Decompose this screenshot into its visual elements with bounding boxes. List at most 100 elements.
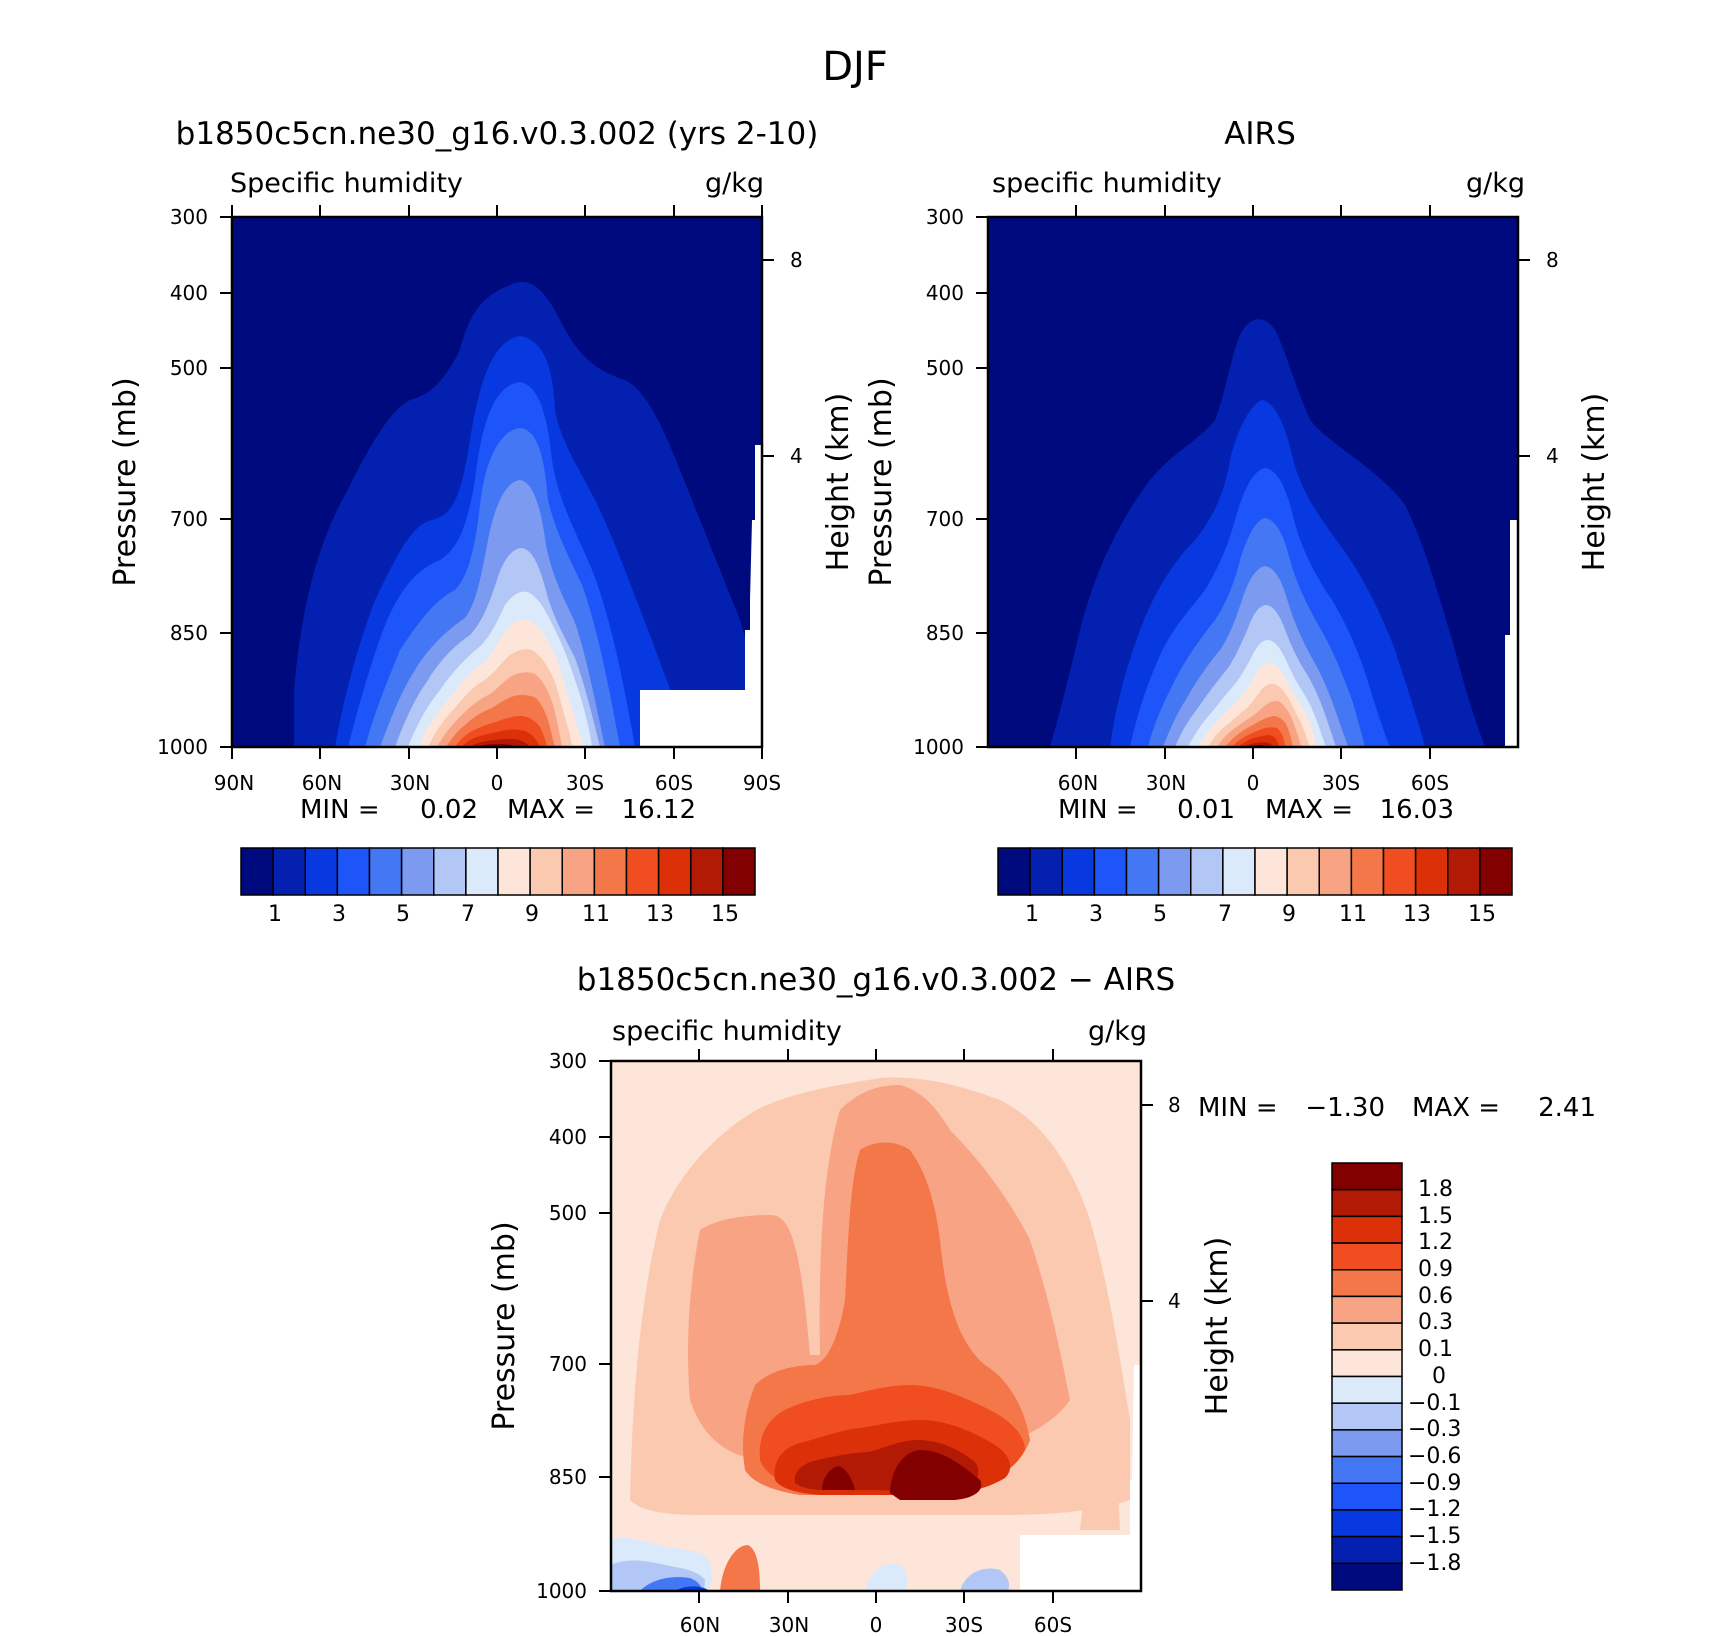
colorbar-swatch bbox=[1331, 1215, 1403, 1244]
panel-obs: AIRS specific humidity g/kg bbox=[864, 116, 1612, 927]
panel-diff-min-label: MIN = bbox=[1198, 1093, 1278, 1123]
panel-model-ytick: 400 bbox=[170, 281, 208, 305]
panel-model-ytick: 300 bbox=[170, 205, 208, 229]
panel-obs-ytick: 700 bbox=[926, 507, 964, 531]
colorbar-swatch bbox=[1331, 1482, 1403, 1511]
panel-model-xtick: 60N bbox=[302, 771, 342, 795]
panel-obs-cbar-label: 1 bbox=[1025, 902, 1039, 927]
panel-obs-max-value: 16.03 bbox=[1380, 795, 1454, 825]
panel-model-xtick: 90S bbox=[743, 771, 781, 795]
panel-model-units: g/kg bbox=[705, 168, 764, 199]
panel-model-max-label: MAX = bbox=[507, 795, 595, 825]
panel-obs-left-label: specific humidity bbox=[992, 168, 1222, 199]
panel-diff: b1850c5cn.ne30_g16.v0.3.002 − AIRS speci… bbox=[487, 962, 1596, 1636]
panel-diff-cbar-label: −0.3 bbox=[1408, 1417, 1461, 1442]
panel-diff-ticks bbox=[599, 1049, 1153, 1603]
colorbar-swatch bbox=[400, 847, 435, 896]
panel-model-colorbar-labels: 1 3 5 7 9 11 13 15 bbox=[268, 902, 739, 927]
colorbar-swatch bbox=[1093, 847, 1128, 896]
panel-model-cbar-label: 13 bbox=[646, 902, 674, 927]
colorbar-swatch bbox=[1331, 1322, 1403, 1351]
panel-diff-y-labels: 300 400 500 700 850 1000 bbox=[536, 1049, 587, 1603]
panel-model-y2tick: 8 bbox=[790, 248, 803, 272]
panel-diff-max-value: 2.41 bbox=[1538, 1093, 1596, 1123]
panel-model-cbar-label: 5 bbox=[396, 902, 410, 927]
colorbar-swatch bbox=[1331, 1269, 1403, 1298]
colorbar-swatch bbox=[1029, 847, 1063, 896]
colorbar-swatch bbox=[593, 847, 628, 896]
colorbar-swatch bbox=[1331, 1162, 1403, 1191]
panel-diff-cbar-label: −0.1 bbox=[1408, 1391, 1461, 1416]
panel-model-ytick: 1000 bbox=[157, 735, 208, 759]
panel-model-min-label: MIN = bbox=[300, 795, 380, 825]
colorbar-swatch bbox=[997, 847, 1031, 896]
panel-model-cbar-label: 11 bbox=[582, 902, 610, 927]
panel-obs-ytick: 850 bbox=[926, 621, 964, 645]
panel-diff-y2tick: 8 bbox=[1168, 1093, 1181, 1117]
panel-model-xtick: 60S bbox=[655, 771, 693, 795]
colorbar-swatch bbox=[1382, 847, 1417, 896]
panel-diff-ytick: 850 bbox=[549, 1465, 587, 1489]
panel-obs-min-value: 0.01 bbox=[1177, 795, 1235, 825]
colorbar-swatch bbox=[1331, 1242, 1403, 1271]
panel-obs-x-labels: 60N 30N 0 30S 60S bbox=[1058, 771, 1449, 795]
panel-diff-cbar-label: −0.9 bbox=[1408, 1471, 1461, 1496]
colorbar-swatch bbox=[1061, 847, 1096, 896]
colorbar-swatch bbox=[1331, 1455, 1403, 1484]
panel-diff-cbar-label: 0.6 bbox=[1418, 1284, 1453, 1309]
panel-obs-cbar-label: 5 bbox=[1153, 902, 1167, 927]
panel-model-y-ticks bbox=[220, 205, 774, 759]
panel-diff-cbar-label: 1.8 bbox=[1418, 1177, 1453, 1202]
colorbar-swatch bbox=[1331, 1375, 1403, 1404]
colorbar-swatch bbox=[625, 847, 660, 896]
panel-obs-colorbar bbox=[997, 847, 1513, 896]
panel-diff-ylabel: Pressure (mb) bbox=[487, 1221, 522, 1430]
panel-obs-xtick: 30N bbox=[1146, 771, 1186, 795]
panel-obs-cbar-label: 11 bbox=[1339, 902, 1367, 927]
panel-obs-ytick: 400 bbox=[926, 281, 964, 305]
panel-obs-xtick: 30S bbox=[1322, 771, 1360, 795]
panel-diff-ytick: 1000 bbox=[536, 1579, 587, 1603]
panel-diff-cbar-label: −1.2 bbox=[1408, 1497, 1461, 1522]
panel-diff-cbar-label: −0.6 bbox=[1408, 1444, 1461, 1469]
panel-model-cbar-label: 9 bbox=[525, 902, 539, 927]
figure-title: DJF bbox=[822, 44, 888, 90]
panel-obs-stats: MIN = 0.01 MAX = 16.03 bbox=[1058, 795, 1454, 825]
panel-diff-cbar-label: 0.3 bbox=[1418, 1310, 1453, 1335]
panel-obs-xtick: 0 bbox=[1247, 771, 1260, 795]
panel-diff-cbar-label: 1.5 bbox=[1418, 1204, 1453, 1229]
panel-diff-colorbar-labels: 1.8 1.5 1.2 0.9 0.6 0.3 0.1 0 −0.1 −0.3 … bbox=[1408, 1177, 1461, 1576]
panel-diff-cbar-label: −1.8 bbox=[1408, 1551, 1461, 1576]
panel-obs-min-label: MIN = bbox=[1058, 795, 1138, 825]
panel-obs-cbar-label: 15 bbox=[1468, 902, 1496, 927]
panel-diff-colorbar bbox=[1331, 1162, 1403, 1591]
colorbar-swatch bbox=[1331, 1562, 1403, 1591]
panel-model-colorbar bbox=[240, 847, 756, 896]
panel-diff-y2label: Height (km) bbox=[1200, 1237, 1235, 1416]
colorbar-swatch bbox=[657, 847, 692, 896]
panel-model-ylabel: Pressure (mb) bbox=[108, 377, 143, 586]
panel-diff-units: g/kg bbox=[1088, 1016, 1147, 1047]
colorbar-swatch bbox=[529, 847, 563, 896]
panel-model-ytick: 850 bbox=[170, 621, 208, 645]
panel-model-cbar-label: 7 bbox=[461, 902, 475, 927]
colorbar-swatch bbox=[1331, 1429, 1403, 1458]
panel-model-left-label: Specific humidity bbox=[230, 168, 463, 199]
colorbar-swatch bbox=[336, 847, 371, 896]
panel-model-max-value: 16.12 bbox=[622, 795, 696, 825]
panel-obs-y2label: Height (km) bbox=[1577, 393, 1612, 572]
panel-model-xtick: 0 bbox=[491, 771, 504, 795]
panel-obs-ytick: 300 bbox=[926, 205, 964, 229]
panel-diff-field bbox=[611, 1061, 1141, 1591]
colorbar-swatch bbox=[1331, 1349, 1403, 1378]
panel-obs-ytick: 500 bbox=[926, 356, 964, 380]
colorbar-swatch bbox=[1331, 1535, 1403, 1565]
panel-obs-y2tick: 8 bbox=[1546, 248, 1559, 272]
colorbar-swatch bbox=[1350, 847, 1385, 896]
panel-obs-y2tick: 4 bbox=[1546, 444, 1559, 468]
colorbar-swatch bbox=[272, 847, 306, 896]
panel-obs-title: AIRS bbox=[1224, 116, 1296, 152]
colorbar-swatch bbox=[1222, 847, 1256, 896]
panel-obs-cbar-label: 13 bbox=[1403, 902, 1431, 927]
